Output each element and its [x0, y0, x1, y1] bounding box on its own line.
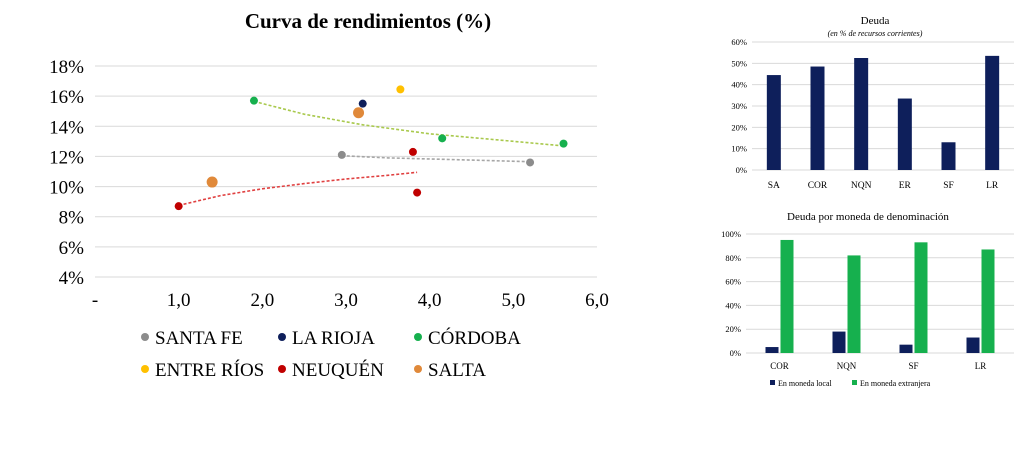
scatter-point	[206, 176, 218, 188]
x-tick-label: 5,0	[501, 290, 525, 311]
yield-curve-chart: Curva de rendimientos (%) 4% 6% 8% 10% 12% 14…	[49, 9, 609, 381]
y-tick-label: 100%	[721, 229, 741, 239]
chart-title: Deuda	[861, 15, 890, 27]
y-tick-label: 30%	[731, 101, 747, 111]
y-tick-label: 40%	[725, 300, 741, 310]
x-tick-label: SF	[908, 361, 918, 371]
bar	[832, 331, 846, 353]
x-tick-label: SF	[943, 181, 954, 191]
trendline	[253, 100, 564, 147]
x-tick-label: LR	[986, 181, 999, 191]
legend-marker	[278, 365, 286, 373]
chart-subtitle: (en % de recursos corrientes)	[828, 29, 923, 38]
bar	[897, 98, 912, 170]
y-tick-label: 20%	[731, 122, 747, 132]
legend-label: ENTRE RÍOS	[155, 359, 264, 381]
x-tick-label: 1,0	[167, 290, 191, 311]
chart-title: Deuda por moneda de denominación	[787, 211, 949, 223]
y-tick-label: 10%	[49, 178, 84, 199]
y-tick-label: 20%	[725, 324, 741, 334]
x-tick-label: NQN	[851, 181, 872, 191]
x-tick-label: LR	[975, 361, 987, 371]
legend-marker	[414, 333, 422, 341]
scatter-point	[358, 99, 367, 108]
legend-marker	[414, 365, 422, 373]
bar	[810, 66, 825, 170]
scatter-point	[337, 150, 346, 159]
legend-marker	[141, 333, 149, 341]
legend-label: CÓRDOBA	[428, 327, 521, 349]
scatter-point	[249, 96, 258, 105]
bar	[765, 347, 779, 353]
legend-label: En moneda extranjera	[860, 379, 931, 388]
x-tick-label: NQN	[837, 361, 857, 371]
scatter-point	[408, 147, 417, 156]
chart-title: Curva de rendimientos (%)	[245, 9, 491, 33]
x-tick-label: COR	[808, 181, 828, 191]
bar	[985, 55, 1000, 170]
y-tick-label: 40%	[731, 80, 747, 90]
legend-marker	[770, 380, 775, 385]
bar	[780, 239, 794, 353]
y-tick-label: 8%	[59, 208, 85, 229]
legend-marker	[278, 333, 286, 341]
bar	[766, 75, 781, 170]
debt-bar-chart: Deuda (en % de recursos corrientes) 0% 10…	[731, 15, 1014, 191]
x-tick-label: SA	[768, 181, 780, 191]
y-tick-label: 60%	[725, 277, 741, 287]
legend-label: LA RIOJA	[292, 328, 375, 349]
x-tick-label: 6,0	[585, 290, 609, 311]
legend-marker	[852, 380, 857, 385]
scatter-point	[559, 139, 568, 148]
legend-label: En moneda local	[778, 379, 833, 388]
x-tick-label: 2,0	[250, 290, 274, 311]
bar	[914, 242, 928, 353]
y-tick-label: 6%	[59, 238, 85, 259]
y-tick-label: 50%	[731, 58, 747, 68]
y-tick-label: 60%	[731, 37, 747, 47]
legend-marker	[141, 365, 149, 373]
y-tick-label: 80%	[725, 253, 741, 263]
x-tick-label: ER	[899, 181, 912, 191]
x-tick-label: COR	[770, 361, 789, 371]
scatter-point	[438, 134, 447, 143]
legend-label: SANTA FE	[155, 328, 243, 349]
x-tick-label: 4,0	[418, 290, 442, 311]
y-tick-label: 0%	[736, 165, 747, 175]
y-tick-label: 18%	[49, 57, 84, 78]
y-tick-label: 12%	[49, 147, 84, 168]
y-tick-label: 4%	[59, 268, 85, 289]
y-tick-label: 0%	[730, 348, 741, 358]
legend-label: SALTA	[428, 360, 486, 381]
y-tick-label: 10%	[731, 144, 747, 154]
scatter-point	[396, 85, 405, 94]
debt-currency-bar-chart: Deuda por moneda de denominación 0% 20% 40…	[721, 211, 1014, 388]
trendline	[341, 154, 531, 163]
bar	[899, 344, 913, 353]
bar	[854, 58, 869, 170]
bar	[981, 249, 995, 353]
bar	[966, 337, 980, 353]
y-tick-label: 16%	[49, 87, 84, 108]
scatter-point	[174, 202, 183, 211]
x-tick-label: -	[92, 290, 98, 311]
bar	[847, 255, 861, 353]
scatter-point	[353, 107, 365, 119]
trendline	[178, 171, 418, 207]
scatter-point	[526, 158, 535, 167]
scatter-point	[413, 188, 422, 197]
bar	[941, 142, 956, 170]
x-tick-label: 3,0	[334, 290, 358, 311]
y-tick-label: 14%	[49, 117, 84, 138]
legend-label: NEUQUÉN	[292, 359, 384, 381]
